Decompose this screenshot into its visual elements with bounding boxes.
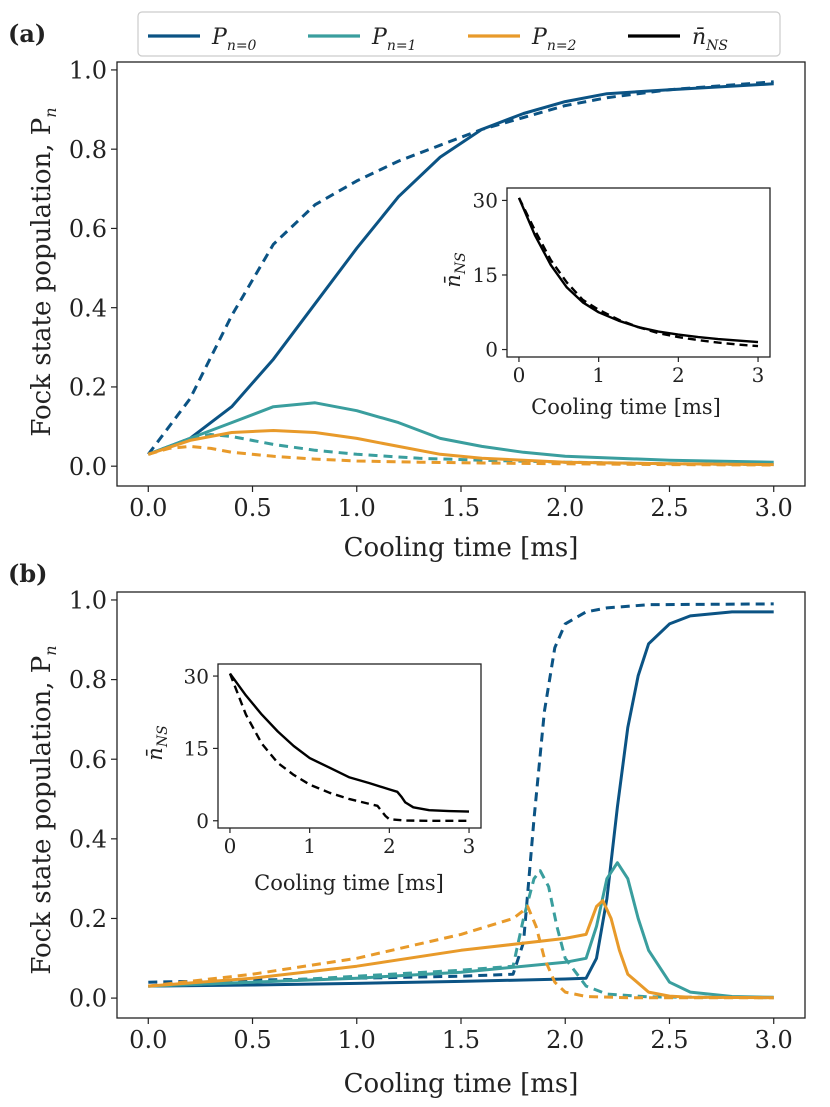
inset-xlabel-b: Cooling time [ms] — [254, 871, 444, 895]
inset-ylabel-b: n̄NS — [143, 725, 171, 760]
main-a-xtick-label: 0.5 — [233, 494, 271, 522]
main-a-series-n0-dashed — [147, 80, 774, 456]
legend: Pn=0 Pn=1 Pn=2 n̄NS — [137, 11, 781, 57]
main-a-xtick-label: 2.0 — [546, 494, 584, 522]
inset-b-xtick-label: 1 — [303, 834, 316, 858]
main-b-ytick-label: 0.8 — [69, 666, 107, 694]
inset-b-series-nns-dashed — [228, 673, 469, 822]
inset-b-frame — [217, 663, 482, 829]
inset-a-xtick-label: 1 — [592, 363, 605, 387]
main-b-series-n2-dashed — [148, 905, 774, 1000]
main-a-series-n2-dashed — [147, 444, 774, 467]
main-b-xtick-label: 2.5 — [650, 1026, 688, 1054]
main-b-series-n1-solid — [148, 861, 774, 999]
main-a-series-n1-solid — [147, 401, 774, 464]
inset-a-ytick-label: 0 — [485, 338, 498, 362]
main-b-xtick-label: 3.0 — [755, 1026, 793, 1054]
main-a-ytick-label: 1.0 — [69, 57, 107, 85]
legend-label-n2: Pn=2 — [531, 25, 577, 54]
main-b-ytick-label: 0.6 — [69, 746, 107, 774]
main-b-xtick-label: 1.5 — [442, 1026, 480, 1054]
main-a-series-n2-solid — [147, 429, 774, 467]
xlabel-b: Cooling time [ms] — [344, 1069, 579, 1099]
main-a-series-n0-solid — [147, 82, 774, 456]
inset-b-series-nns-solid — [229, 672, 470, 813]
inset-b-ytick-label: 15 — [184, 737, 209, 761]
main-a-ytick-label: 0.6 — [69, 215, 107, 243]
panel-label-b: (b) — [8, 559, 48, 588]
inset-a-xtick-label: 0 — [513, 363, 526, 387]
main-a-xtick-label: 1.5 — [442, 494, 480, 522]
main-a-xtick-label: 1.0 — [338, 494, 376, 522]
main-a-xtick-label: 3.0 — [755, 494, 793, 522]
main-b-ytick-label: 0.0 — [69, 985, 107, 1013]
main-b-ytick-label: 0.4 — [69, 825, 107, 853]
inset-a-ytick-label: 15 — [473, 263, 498, 287]
main-b-xtick-label: 2.0 — [546, 1026, 584, 1054]
main-b-series-n1-dashed — [148, 869, 774, 1000]
main-b-xtick-label: 0.0 — [129, 1026, 167, 1054]
main-a-ytick-label: 0.4 — [69, 294, 107, 322]
inset-b-xtick-label: 2 — [383, 834, 396, 858]
panel-label-a: (a) — [8, 19, 46, 48]
inset-b-ytick-label: 30 — [184, 664, 209, 688]
main-a-ytick-label: 0.8 — [69, 136, 107, 164]
inset-b-xtick-label: 0 — [224, 834, 237, 858]
legend-label-n1: Pn=1 — [371, 25, 416, 54]
inset-a-ytick-label: 30 — [473, 189, 498, 213]
main-b-series-n0-solid — [148, 610, 774, 988]
inset-a-xtick-label: 3 — [752, 363, 765, 387]
main-b-ytick-label: 0.2 — [69, 905, 107, 933]
legend-frame — [137, 11, 781, 57]
inset-b-xtick-label: 3 — [463, 834, 476, 858]
main-b-xtick-label: 1.0 — [338, 1026, 376, 1054]
ylabel-b: Fock state population, Pn — [27, 645, 60, 974]
main-a-ytick-label: 0.2 — [69, 374, 107, 402]
inset-xlabel-a: Cooling time [ms] — [531, 395, 721, 419]
legend-label-nns: n̄NS — [692, 25, 728, 54]
main-b-series-n2-solid — [148, 899, 774, 1000]
main-b-xtick-label: 0.5 — [233, 1026, 271, 1054]
main-b-ytick-label: 1.0 — [69, 587, 107, 615]
xlabel-a: Cooling time [ms] — [344, 533, 579, 563]
inset-b-ytick-label: 0 — [196, 809, 209, 833]
ylabel-a: Fock state population, Pn — [27, 107, 60, 436]
main-a-ytick-label: 0.0 — [69, 453, 107, 481]
inset-a-series-nns-dashed — [517, 197, 759, 348]
legend-label-n0: Pn=0 — [211, 25, 257, 54]
main-a-xtick-label: 2.5 — [650, 494, 688, 522]
inset-a-xtick-label: 2 — [672, 363, 685, 387]
inset-a-frame — [506, 187, 771, 358]
inset-ylabel-a: n̄NS — [441, 252, 469, 287]
main-a-xtick-label: 0.0 — [129, 494, 167, 522]
